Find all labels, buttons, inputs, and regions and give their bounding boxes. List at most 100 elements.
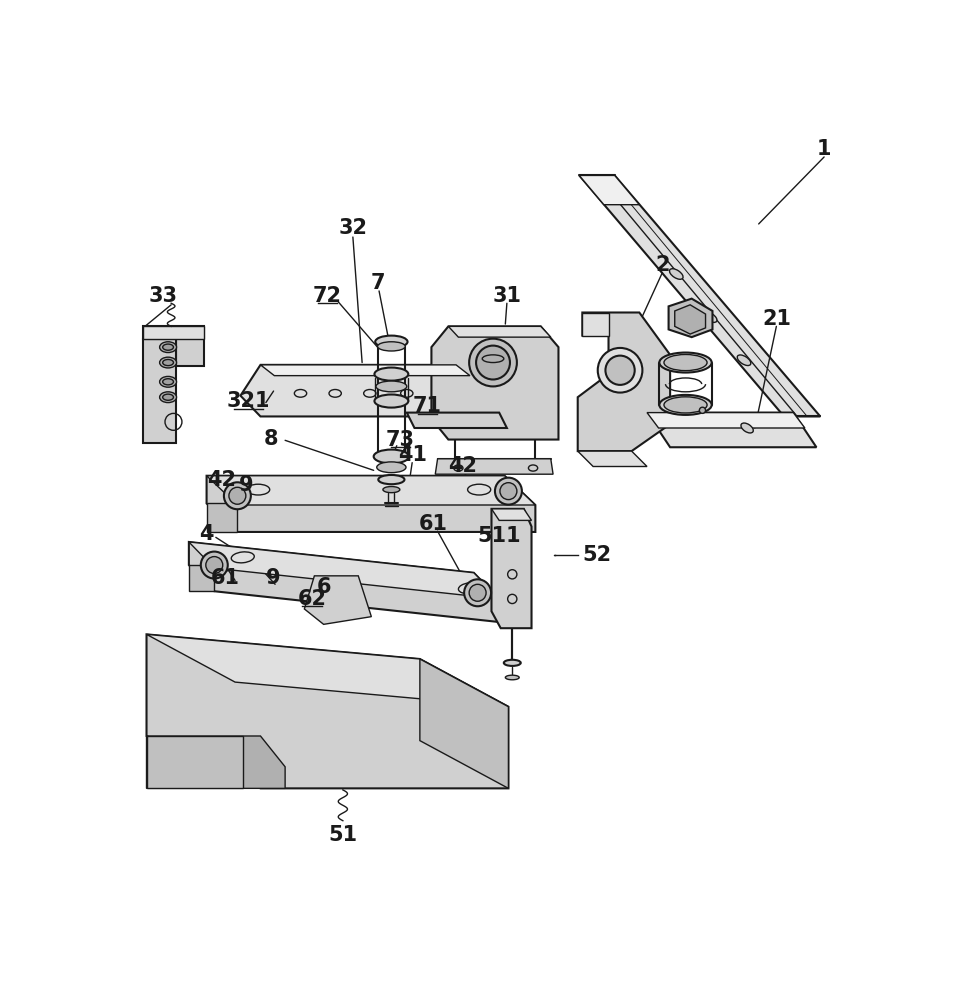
Text: 1: 1 [817, 139, 832, 159]
Ellipse shape [376, 336, 408, 348]
Polygon shape [240, 365, 476, 416]
Ellipse shape [741, 423, 753, 433]
Text: 31: 31 [493, 286, 522, 306]
Polygon shape [304, 576, 372, 624]
Ellipse shape [247, 484, 270, 495]
Text: 41: 41 [398, 445, 427, 465]
Polygon shape [432, 326, 559, 440]
Polygon shape [448, 326, 551, 337]
Polygon shape [189, 542, 499, 622]
Ellipse shape [499, 483, 517, 500]
Ellipse shape [375, 395, 408, 408]
Ellipse shape [374, 450, 409, 463]
Polygon shape [146, 736, 243, 788]
Ellipse shape [160, 357, 176, 368]
Polygon shape [436, 459, 553, 474]
Ellipse shape [505, 675, 519, 680]
Ellipse shape [206, 557, 223, 574]
Ellipse shape [598, 348, 643, 393]
Text: 9: 9 [239, 475, 254, 495]
Polygon shape [142, 339, 176, 443]
Ellipse shape [383, 487, 400, 493]
Ellipse shape [378, 475, 405, 484]
Text: 21: 21 [762, 309, 791, 329]
Polygon shape [206, 476, 535, 532]
Polygon shape [583, 312, 609, 336]
Ellipse shape [738, 355, 751, 366]
Text: 62: 62 [297, 589, 326, 609]
Polygon shape [142, 326, 204, 366]
Polygon shape [260, 365, 469, 376]
Polygon shape [189, 542, 499, 599]
Text: 321: 321 [227, 391, 270, 411]
Text: 8: 8 [264, 429, 279, 449]
Text: 71: 71 [413, 396, 442, 416]
Polygon shape [146, 634, 508, 707]
Text: 61: 61 [211, 568, 239, 588]
Polygon shape [142, 326, 204, 339]
Ellipse shape [664, 397, 707, 413]
Ellipse shape [377, 462, 406, 473]
Text: 61: 61 [418, 514, 447, 534]
Text: 7: 7 [371, 273, 384, 293]
Ellipse shape [468, 484, 491, 495]
Ellipse shape [160, 342, 176, 353]
Ellipse shape [464, 579, 491, 606]
Ellipse shape [224, 482, 251, 509]
Polygon shape [579, 175, 639, 205]
Polygon shape [492, 509, 531, 628]
Ellipse shape [476, 346, 510, 379]
Ellipse shape [605, 356, 635, 385]
Ellipse shape [163, 379, 173, 385]
Polygon shape [647, 413, 804, 428]
Text: 511: 511 [477, 526, 521, 546]
Text: 51: 51 [328, 825, 357, 845]
Ellipse shape [228, 487, 246, 504]
Polygon shape [206, 503, 237, 532]
Polygon shape [189, 565, 214, 591]
Text: 32: 32 [339, 218, 368, 238]
Text: 33: 33 [149, 286, 178, 306]
Ellipse shape [469, 584, 486, 601]
Ellipse shape [231, 552, 255, 563]
Text: 2: 2 [655, 255, 670, 275]
Text: 9: 9 [266, 568, 281, 588]
Text: 6: 6 [317, 577, 331, 597]
Ellipse shape [704, 312, 717, 322]
Polygon shape [578, 451, 647, 466]
Ellipse shape [495, 478, 522, 505]
Ellipse shape [503, 660, 521, 666]
Polygon shape [146, 634, 508, 788]
Ellipse shape [459, 583, 481, 594]
Ellipse shape [376, 381, 407, 392]
Text: 42: 42 [207, 470, 236, 490]
Text: 52: 52 [583, 545, 612, 565]
Ellipse shape [670, 269, 683, 279]
Text: 73: 73 [386, 430, 415, 450]
Polygon shape [146, 736, 286, 788]
Ellipse shape [699, 407, 706, 413]
Ellipse shape [659, 353, 711, 373]
Text: 4: 4 [199, 524, 214, 544]
Ellipse shape [160, 376, 176, 387]
Polygon shape [675, 305, 706, 334]
Polygon shape [492, 509, 531, 520]
Ellipse shape [163, 359, 173, 366]
Ellipse shape [378, 342, 406, 351]
Polygon shape [407, 413, 507, 428]
Ellipse shape [160, 392, 176, 403]
Polygon shape [578, 312, 670, 451]
Polygon shape [647, 413, 816, 447]
Polygon shape [420, 659, 508, 788]
Polygon shape [206, 476, 535, 505]
Polygon shape [669, 299, 712, 337]
Ellipse shape [664, 354, 707, 371]
Polygon shape [579, 175, 820, 416]
Ellipse shape [200, 552, 227, 579]
Ellipse shape [375, 368, 408, 381]
Ellipse shape [163, 344, 173, 350]
Ellipse shape [469, 339, 517, 386]
Text: 42: 42 [448, 456, 476, 477]
Text: 72: 72 [313, 286, 342, 306]
Ellipse shape [659, 395, 711, 415]
